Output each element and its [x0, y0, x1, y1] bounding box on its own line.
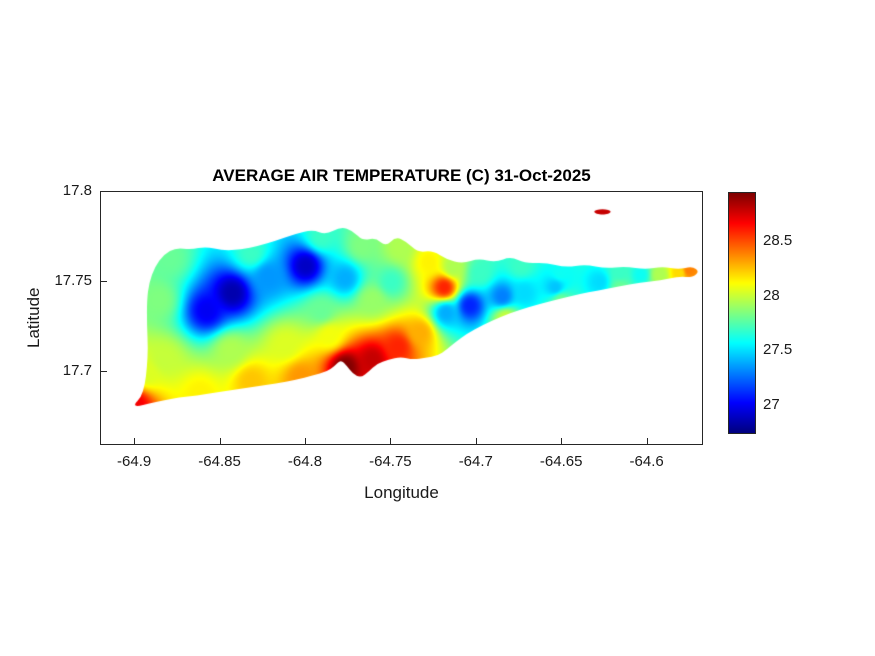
chart-title: AVERAGE AIR TEMPERATURE (C) 31-Oct-2025 — [212, 166, 591, 185]
y-tick-label: 17.75 — [54, 272, 92, 290]
x-tick-label: -64.7 — [458, 453, 493, 470]
plot-area — [100, 191, 703, 445]
colorbar-tick-label: 27 — [763, 395, 780, 413]
y-tick-label: 17.7 — [62, 362, 92, 380]
y-tick-mark — [101, 191, 107, 192]
x-tick-label: -64.8 — [287, 453, 323, 470]
colorbar-tick-label: 28.5 — [763, 232, 793, 250]
x-tick-label: -64.6 — [629, 453, 664, 470]
x-tick-mark — [134, 438, 136, 444]
x-tick-mark — [219, 438, 221, 444]
y-tick-label: 17.8 — [62, 182, 92, 199]
x-tick-label: -64.65 — [539, 453, 583, 470]
y-tick-mark — [101, 281, 107, 283]
x-tick-mark — [304, 438, 306, 444]
temperature-heatmap-canvas — [101, 192, 702, 444]
x-tick-label: -64.85 — [198, 453, 241, 470]
x-tick-mark — [390, 438, 392, 444]
x-tick-mark — [646, 438, 648, 444]
y-axis-label: Latitude — [24, 287, 43, 349]
y-tick-mark — [101, 371, 107, 373]
x-tick-mark — [561, 438, 563, 444]
x-tick-mark — [475, 438, 477, 444]
colorbar-tick-label: 28 — [763, 286, 780, 304]
x-axis-label: Longitude — [364, 483, 439, 502]
x-tick-label: -64.9 — [117, 453, 152, 470]
x-tick-label: -64.75 — [369, 453, 412, 470]
colorbar — [728, 192, 756, 434]
colorbar-tick-label: 27.5 — [763, 341, 793, 359]
